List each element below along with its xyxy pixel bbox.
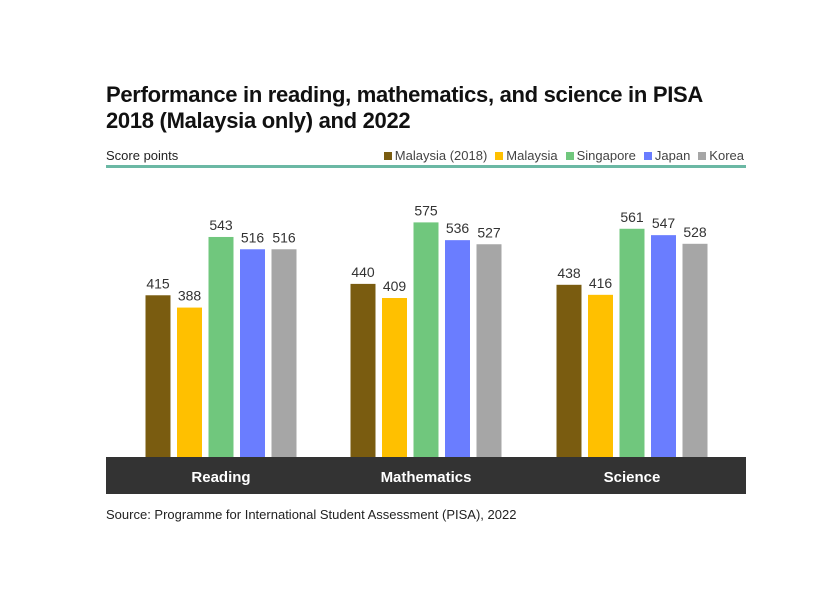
data-label: 575 [414, 202, 438, 218]
bar [350, 283, 376, 457]
data-label: 527 [477, 224, 501, 240]
bar [651, 235, 676, 457]
data-label: 388 [178, 288, 202, 304]
bar [556, 284, 582, 457]
source-note: Source: Programme for International Stud… [106, 507, 517, 522]
category-label: Reading [191, 469, 250, 486]
legend-item: Korea [698, 148, 744, 163]
category-label: Science [604, 469, 661, 486]
legend-label: Japan [654, 148, 691, 163]
legend-label: Malaysia (2018) [394, 148, 488, 163]
bar [476, 244, 502, 457]
bar [588, 294, 613, 457]
data-label: 516 [272, 229, 296, 245]
legend-item: Malaysia (2018) [383, 148, 488, 163]
data-label: 438 [557, 265, 581, 281]
data-label: 543 [209, 217, 233, 233]
legend-swatch [698, 151, 707, 160]
data-label: 415 [146, 275, 170, 291]
legend-item: Japan [643, 148, 691, 163]
legend-label: Malaysia [506, 148, 558, 163]
y-axis-label: Score points [106, 148, 179, 163]
bar [271, 249, 297, 457]
category-band [106, 457, 746, 494]
data-label: 416 [589, 275, 613, 291]
data-label: 528 [683, 224, 707, 240]
category-label: Mathematics [381, 469, 472, 486]
chart-title: Performance in reading, mathematics, and… [106, 82, 703, 133]
data-label: 536 [446, 220, 470, 236]
bar [177, 307, 202, 457]
legend-swatch [383, 151, 392, 160]
data-label: 547 [652, 215, 676, 231]
data-label: 561 [620, 209, 644, 225]
bar [240, 249, 265, 457]
legend-item: Singapore [565, 148, 636, 163]
legend: Malaysia (2018) Malaysia Singapore Japan Kor… [383, 148, 744, 163]
bar [682, 243, 708, 457]
data-label: 409 [383, 278, 407, 294]
legend-label: Singapore [576, 148, 636, 163]
data-label: 516 [241, 229, 265, 245]
legend-label: Korea [709, 148, 744, 163]
bar [619, 228, 645, 457]
legend-swatch [565, 151, 574, 160]
bar [445, 240, 470, 457]
data-label: 440 [351, 264, 375, 280]
legend-swatch [495, 151, 504, 160]
bar [413, 222, 439, 457]
bar [145, 295, 171, 457]
bar [382, 298, 407, 457]
legend-swatch [643, 151, 652, 160]
legend-item: Malaysia [495, 148, 558, 163]
bar [208, 236, 234, 457]
header-divider [106, 165, 746, 168]
